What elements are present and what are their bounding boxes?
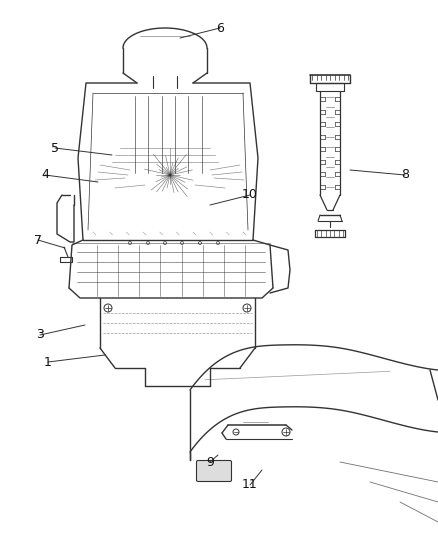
Text: 9: 9 (206, 456, 214, 469)
Text: 10: 10 (242, 189, 258, 201)
Text: 6: 6 (216, 21, 224, 35)
Text: 7: 7 (34, 233, 42, 246)
Text: 4: 4 (41, 168, 49, 182)
FancyBboxPatch shape (197, 461, 232, 481)
Text: 5: 5 (51, 141, 59, 155)
Text: 3: 3 (36, 328, 44, 342)
Text: 8: 8 (401, 168, 409, 182)
Text: 11: 11 (242, 479, 258, 491)
Text: 1: 1 (44, 356, 52, 368)
